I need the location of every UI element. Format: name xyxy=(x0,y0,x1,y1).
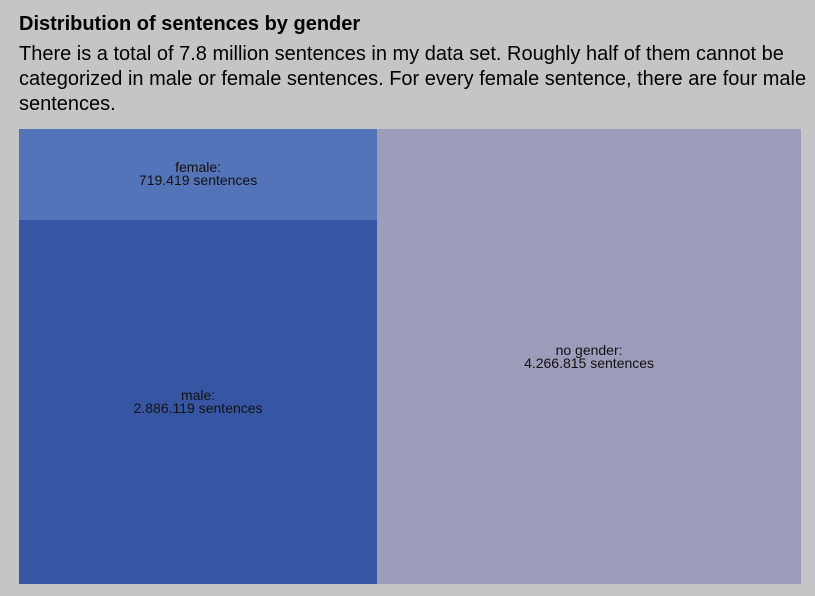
tile-value: 2.886.119 sentences xyxy=(133,399,263,416)
tile-label: no gender: 4.266.815 sentences xyxy=(524,341,655,371)
chart-title: Distribution of sentences by gender xyxy=(19,13,361,35)
tile-value: 4.266.815 sentences xyxy=(524,354,655,371)
chart-header: Distribution of sentences by gender Ther… xyxy=(19,12,806,117)
treemap-tile: male: 2.886.119 sentences xyxy=(19,219,378,584)
tile-category: no gender: xyxy=(555,341,623,358)
tile-label: female: 719.419 sentences xyxy=(138,159,258,189)
treemap-chart: female: 719.419 sentences male: 2.886.119 s… xyxy=(19,129,801,584)
tile-value: 719.419 sentences xyxy=(138,172,258,189)
tile-category: female: xyxy=(175,159,222,176)
chart-subtitle: There is a total of 7.8 million sentence… xyxy=(19,43,807,115)
treemap-tile: female: 719.419 sentences xyxy=(19,129,378,220)
tile-label: male: 2.886.119 sentences xyxy=(133,386,263,416)
tile-category: male: xyxy=(180,386,216,403)
treemap-tile: no gender: 4.266.815 sentences xyxy=(377,129,801,584)
